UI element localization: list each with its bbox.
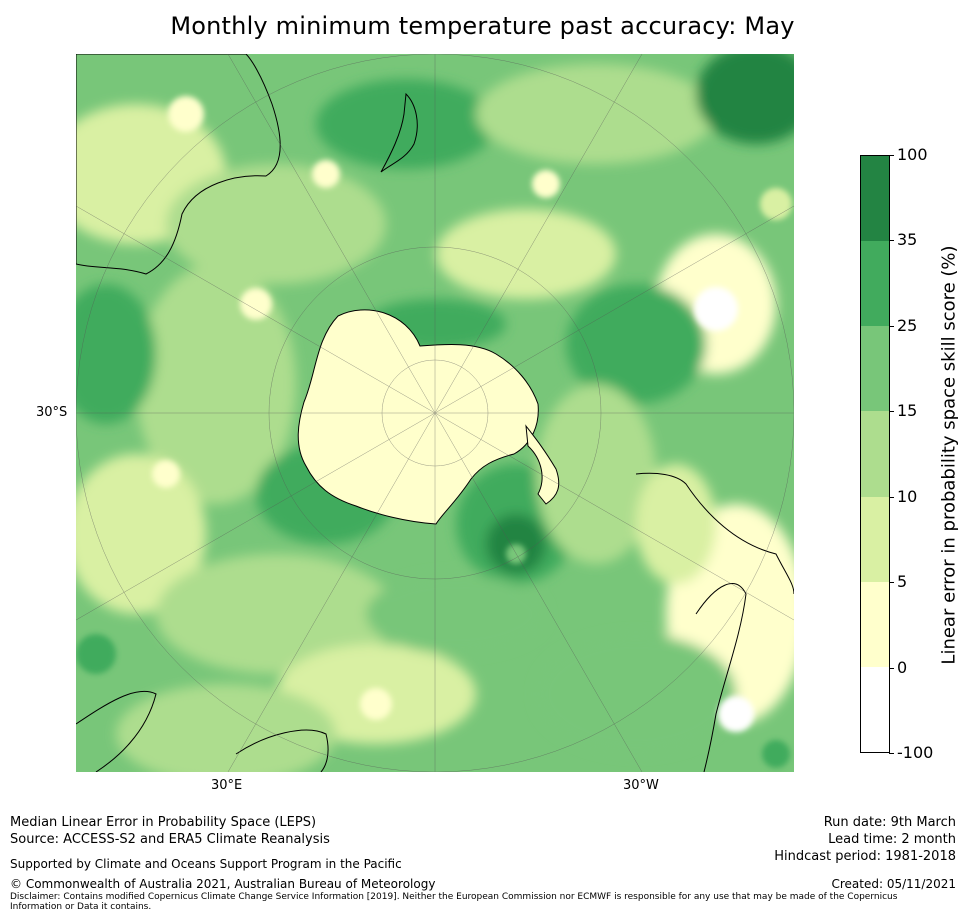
south-america-west-coast [695,583,747,772]
colorbar-tick [889,325,894,327]
chart-title: Monthly minimum temperature past accurac… [170,12,795,40]
colorbar-bin [861,241,889,327]
polar-map[interactable] [76,54,794,772]
skill-speckles [76,96,792,768]
longitude-label-30w: 30°W [623,778,659,793]
footer-supported: Supported by Climate and Oceans Support … [10,857,402,871]
colorbar-bin [861,666,889,753]
australia-coast [76,54,281,275]
colorbar-tick-label: 10 [897,486,918,506]
colorbar-tick-label: -100 [897,743,934,762]
latitude-label-30s: 30°S [36,405,68,420]
footer-lead-time: Lead time: 2 month [828,832,956,847]
antarctica-landmass [297,309,539,525]
footer-copyright: © Commonwealth of Australia 2021, Austra… [10,877,436,891]
colorbar-tick-label: 5 [897,572,908,592]
colorbar-tick [889,411,894,413]
colorbar-bin [861,156,889,242]
new-zealand-coast [380,92,418,173]
longitude-label-30e: 30°E [211,778,243,793]
footer-disclaimer: Disclaimer: Contains modified Copernicus… [10,892,898,912]
footer-run-date: Run date: 9th March [823,815,956,830]
colorbar-tick [889,753,894,754]
south-america-coast [635,472,794,595]
footer-hindcast: Hindcast period: 1981-2018 [774,849,956,864]
graticule [76,54,794,772]
map-panel[interactable] [76,54,794,772]
antarctic-peninsula [525,424,560,505]
colorbar-bin [861,326,889,412]
madagascar-coast [235,729,329,772]
colorbar-bin [861,496,889,583]
colorbar-bin [861,411,889,498]
footer-source: Source: ACCESS-S2 and ERA5 Climate Reana… [10,832,330,847]
colorbar-tick-label: 25 [897,315,918,335]
colorbar-tick-label: 35 [897,230,918,250]
colorbar-tick [889,240,894,242]
colorbar-title: Linear error in probability space skill … [938,245,960,665]
africa-coast [76,690,157,772]
colorbar-tick [889,667,894,669]
colorbar-tick [889,496,894,498]
colorbar-bin [861,581,889,668]
colorbar-tick [889,582,894,584]
colorbar-tick-label: 15 [897,401,918,421]
footer-leps-label: Median Linear Error in Probability Space… [10,815,317,830]
skill-patches [76,54,794,772]
colorbar-tick-label: 100 [897,145,928,164]
colorbar-tick-label: 0 [897,657,908,677]
footer-created: Created: 05/11/2021 [831,877,956,891]
colorbar [860,155,890,753]
colorbar-tick [889,155,894,156]
